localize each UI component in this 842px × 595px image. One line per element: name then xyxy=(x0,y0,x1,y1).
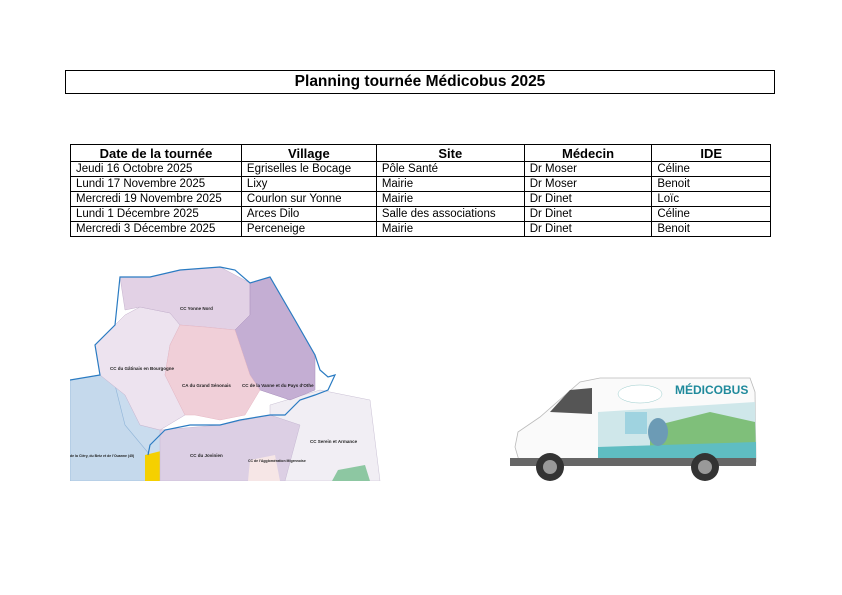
header-site: Site xyxy=(375,144,525,162)
cell-medecin: Dr Dinet xyxy=(523,221,653,237)
cell-site: Mairie xyxy=(375,221,525,237)
map-label-senonais: CA du Grand Sénonais xyxy=(182,383,231,388)
cell-ide: Céline xyxy=(651,161,771,177)
header-village: Village xyxy=(240,144,377,162)
cell-site: Mairie xyxy=(375,191,525,207)
map-label-vanne: CC de la Vanne et du Pays d'Othe xyxy=(242,383,314,388)
cell-date: Mercredi 19 Novembre 2025 xyxy=(70,191,242,207)
cell-medecin: Dr Moser xyxy=(523,176,653,192)
cell-date: Lundi 17 Novembre 2025 xyxy=(70,176,242,192)
cell-date: Mercredi 3 Décembre 2025 xyxy=(70,221,242,237)
map-label-serein: CC Serein et Armance xyxy=(310,439,358,444)
medicobus-van-image: MÉDICOBUS xyxy=(510,377,757,481)
table-row: Mercredi 3 Décembre 2025 Perceneige Mairie… xyxy=(70,221,771,237)
cell-village: Egriselles le Bocage xyxy=(240,161,377,177)
cell-medecin: Dr Dinet xyxy=(523,206,653,222)
table-row: Lundi 17 Novembre 2025 Lixy Mairie Dr Moser… xyxy=(70,176,771,192)
map-label-clery: de la Cléry, du Betz et de l'Ouanne (45) xyxy=(70,454,134,458)
map-label-migennoise: CC de l'Agglomération Migennoise xyxy=(248,459,306,463)
cell-medecin: Dr Moser xyxy=(523,161,653,177)
cell-date: Jeudi 16 Octobre 2025 xyxy=(70,161,242,177)
header-ide: IDE xyxy=(651,144,771,162)
map-label-gatinais: CC du Gâtinais en Bourgogne xyxy=(110,366,174,371)
cell-date: Lundi 1 Décembre 2025 xyxy=(70,206,242,222)
map-label-jovinien: CC du Jovinien xyxy=(190,453,223,458)
cell-site: Mairie xyxy=(375,176,525,192)
cell-ide: Céline xyxy=(651,206,771,222)
table-row: Lundi 1 Décembre 2025 Arces Dilo Salle des… xyxy=(70,206,771,222)
cell-village: Courlon sur Yonne xyxy=(240,191,377,207)
cell-village: Arces Dilo xyxy=(240,206,377,222)
table-row: Mercredi 19 Novembre 2025 Courlon sur Yon… xyxy=(70,191,771,207)
table-row: Jeudi 16 Octobre 2025 Egriselles le Bocag… xyxy=(70,161,771,177)
cell-site: Salle des associations xyxy=(375,206,525,222)
territory-map: CC Yonne Nord CC du Gâtinais en Bourgogn… xyxy=(70,266,381,481)
cell-site: Pôle Santé xyxy=(375,161,525,177)
cell-ide: Benoit xyxy=(651,176,771,192)
map-label-yonne-nord: CC Yonne Nord xyxy=(180,306,213,311)
van-brand-text: MÉDICOBUS xyxy=(675,382,748,397)
header-medecin: Médecin xyxy=(523,144,653,162)
cell-ide: Loïc xyxy=(651,191,771,207)
cell-ide: Benoit xyxy=(651,221,771,237)
page-title: Planning tournée Médicobus 2025 xyxy=(65,70,775,94)
header-date: Date de la tournée xyxy=(70,144,242,162)
cell-medecin: Dr Dinet xyxy=(523,191,653,207)
table-header-row: Date de la tournée Village Site Médecin … xyxy=(70,144,771,162)
cell-village: Lixy xyxy=(240,176,377,192)
cell-village: Perceneige xyxy=(240,221,377,237)
planning-table: Date de la tournée Village Site Médecin … xyxy=(70,144,771,237)
